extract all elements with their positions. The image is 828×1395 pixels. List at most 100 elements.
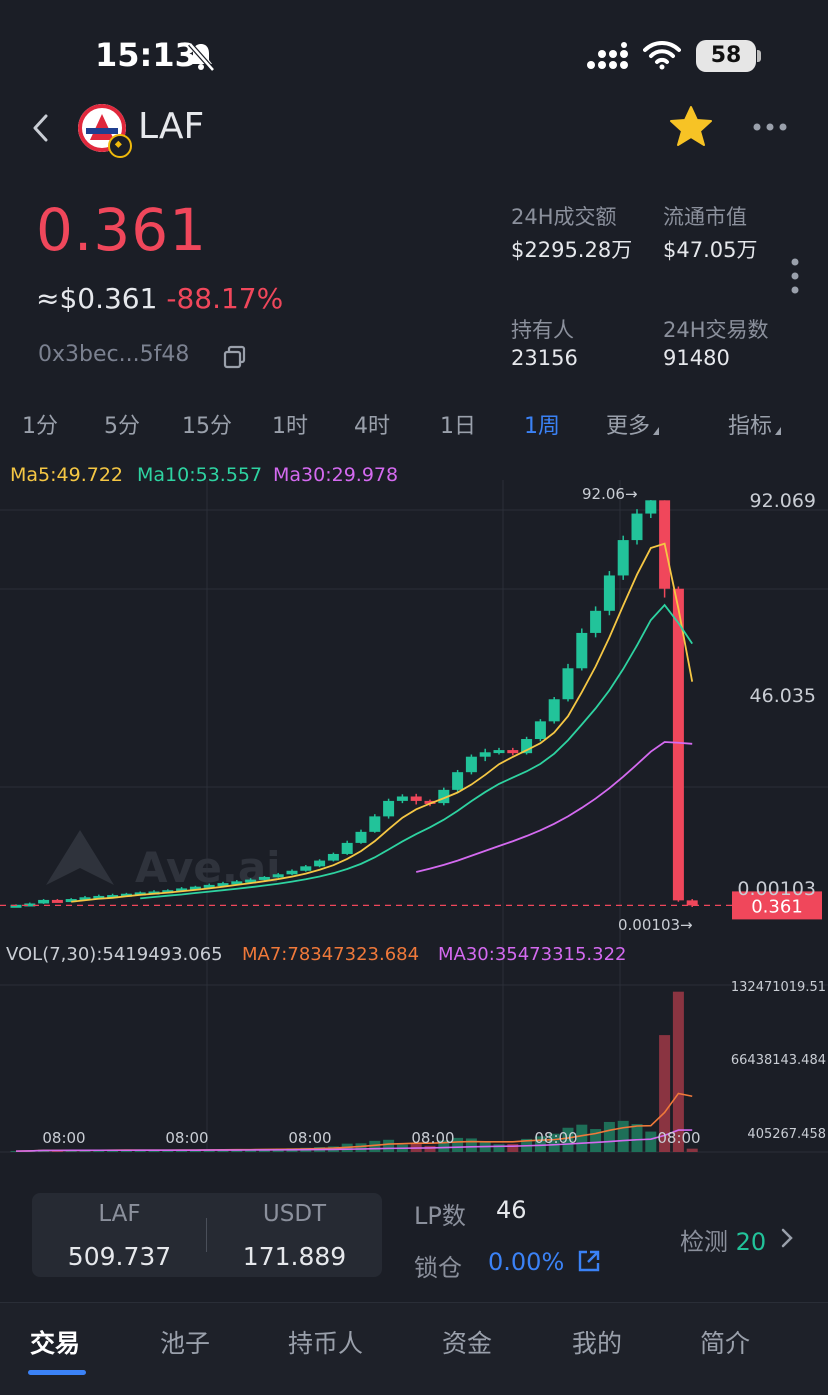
more-horizontal-icon[interactable] xyxy=(752,122,788,132)
volume-bar xyxy=(659,1035,671,1152)
candle xyxy=(617,540,629,576)
tab-pool[interactable]: 池子 xyxy=(160,1329,211,1358)
lock-value[interactable]: 0.00% xyxy=(488,1248,565,1276)
tab-mine[interactable]: 我的 xyxy=(572,1329,623,1358)
caret-icon xyxy=(653,427,660,435)
vol-label: VOL(7,30):5419493.065 xyxy=(6,944,223,965)
candle xyxy=(383,800,395,817)
tab-1h[interactable]: 1时 xyxy=(272,414,308,439)
candle xyxy=(369,816,381,832)
tab-1m[interactable]: 1分 xyxy=(22,414,58,439)
tab-holders[interactable]: 持币人 xyxy=(288,1329,364,1358)
volume-bar xyxy=(383,1139,395,1152)
ma30-line xyxy=(415,741,693,873)
tab-funds[interactable]: 资金 xyxy=(442,1329,493,1358)
tab-more[interactable]: 更多 xyxy=(606,408,660,440)
bell-muted-icon xyxy=(188,42,215,72)
back-chevron-icon[interactable] xyxy=(28,110,54,146)
wifi-icon xyxy=(643,40,681,70)
tab-5m[interactable]: 5分 xyxy=(104,414,140,439)
pool-divider xyxy=(206,1218,207,1252)
candle xyxy=(590,610,602,633)
pool-token-b-value: 171.889 xyxy=(242,1242,347,1271)
candle xyxy=(465,756,477,773)
volume-bar xyxy=(424,1145,436,1152)
price-chart[interactable]: Ave.ai 0.361 92.069 46.035 0.00103 92.06→ 0.00… xyxy=(0,480,828,1180)
stat-value-market-cap: $47.05万 xyxy=(663,238,758,262)
tab-trade[interactable]: 交易 xyxy=(30,1329,81,1358)
stat-label-market-cap: 流通市值 xyxy=(663,205,747,229)
time-axis-label: 08:00 xyxy=(288,1129,331,1147)
tab-1w[interactable]: 1周 xyxy=(524,414,560,439)
vol-ma30-label: MA30:35473315.322 xyxy=(438,944,627,965)
watermark-logo xyxy=(46,830,114,885)
stat-value-holders: 23156 xyxy=(511,346,578,370)
candle xyxy=(231,881,243,885)
volume-bar xyxy=(148,1150,160,1152)
tab-15m[interactable]: 15分 xyxy=(182,414,232,439)
volume-bar xyxy=(617,1120,629,1152)
volume-bar xyxy=(369,1140,381,1152)
candle xyxy=(38,899,50,904)
price-axis-label: 0.00103 xyxy=(737,878,816,900)
candle xyxy=(645,500,657,514)
security-check-score: 20 xyxy=(735,1228,767,1256)
pool-token-a-value: 509.737 xyxy=(67,1242,172,1271)
candle xyxy=(286,870,298,875)
price-axis-label: 46.035 xyxy=(750,685,816,707)
volume-bar xyxy=(10,1151,22,1152)
candle xyxy=(493,750,505,754)
external-link-icon[interactable] xyxy=(576,1248,602,1274)
lp-count-value: 46 xyxy=(496,1196,527,1224)
copy-icon[interactable] xyxy=(222,344,248,370)
ma10-label: Ma10:53.557 xyxy=(137,464,263,486)
volume-bar xyxy=(603,1121,615,1152)
ma10-line xyxy=(140,603,693,900)
tab-1d[interactable]: 1日 xyxy=(440,414,476,439)
candle xyxy=(548,699,560,722)
volume-bar xyxy=(686,1148,698,1152)
contract-address[interactable]: 0x3bec...5f48 xyxy=(38,342,190,367)
candle xyxy=(134,892,146,896)
current-price-tag-text: 0.361 xyxy=(751,896,803,917)
time-axis-label: 08:00 xyxy=(411,1129,454,1147)
token-name: LAF xyxy=(138,106,205,147)
volume-bar xyxy=(452,1137,464,1152)
tab-4h[interactable]: 4时 xyxy=(354,414,390,439)
candle xyxy=(603,575,615,611)
volume-bar xyxy=(107,1150,119,1152)
bottom-tab-bar xyxy=(0,1302,828,1395)
tab-indicators-label: 指标 xyxy=(728,414,773,439)
caret-icon xyxy=(775,427,782,435)
more-vertical-icon[interactable] xyxy=(790,258,800,294)
favorite-star-icon[interactable] xyxy=(668,104,714,150)
candle xyxy=(314,860,326,867)
stat-label-holders: 持有人 xyxy=(511,318,574,342)
tab-indicators[interactable]: 指标 xyxy=(728,408,782,440)
time-axis-label: 08:00 xyxy=(657,1129,700,1147)
security-check-link[interactable]: 检测 20 xyxy=(680,1222,766,1257)
pool-token-b-label: USDT xyxy=(262,1201,327,1227)
candle xyxy=(507,750,519,754)
lp-count-label: LP数 xyxy=(414,1202,466,1230)
ma5-label: Ma5:49.722 xyxy=(10,464,124,486)
tab-intro[interactable]: 简介 xyxy=(700,1329,751,1358)
bnb-chain-icon xyxy=(108,134,132,158)
volume-bar xyxy=(507,1143,519,1152)
candle xyxy=(203,884,215,888)
candle xyxy=(79,897,91,901)
candle xyxy=(93,895,105,899)
candle xyxy=(355,831,367,843)
lock-label: 锁仓 xyxy=(414,1254,462,1282)
high-marker: 92.06→ xyxy=(582,485,638,503)
chevron-right-icon[interactable] xyxy=(780,1226,794,1250)
ma5-line xyxy=(71,542,694,903)
candle xyxy=(686,900,698,906)
stat-label-tx-count: 24H交易数 xyxy=(663,318,769,342)
pool-reserves-card xyxy=(32,1193,382,1277)
security-check-label: 检测 xyxy=(680,1228,728,1256)
volume-bar xyxy=(120,1150,132,1152)
stat-value-volume: $2295.28万 xyxy=(511,238,633,262)
candle xyxy=(341,842,353,854)
candle xyxy=(10,904,22,908)
